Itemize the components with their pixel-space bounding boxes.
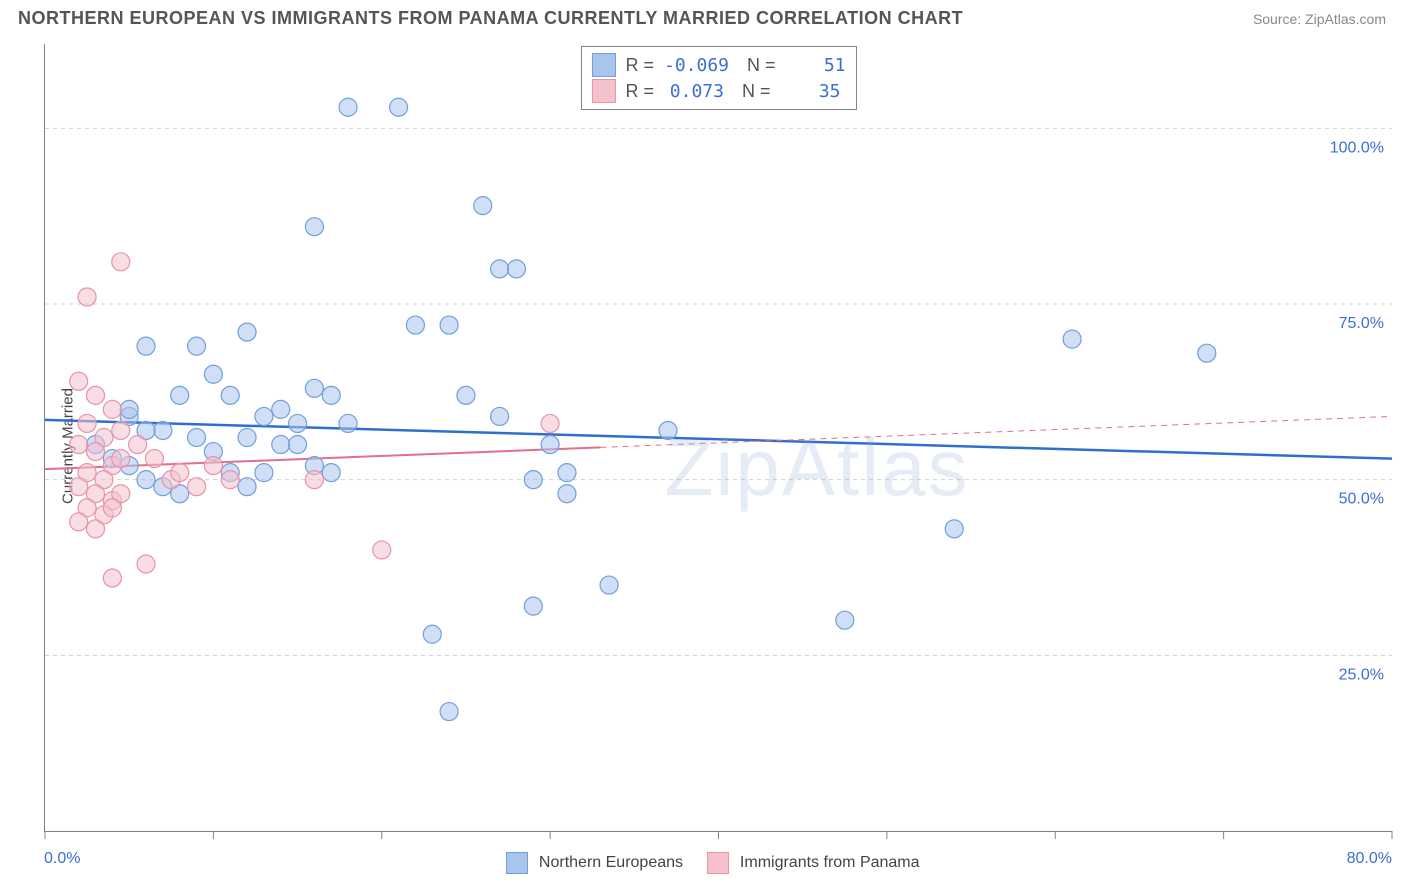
svg-text:75.0%: 75.0% [1339,315,1384,332]
chart-title: NORTHERN EUROPEAN VS IMMIGRANTS FROM PAN… [18,8,963,29]
swatch-series2 [707,852,729,874]
svg-text:100.0%: 100.0% [1330,139,1384,156]
stats-legend: R =-0.069 N =51 R =0.073 N =35 [580,46,856,110]
source-attribution: Source: ZipAtlas.com [1253,11,1386,27]
x-axis-min-label: 0.0% [44,850,80,868]
svg-text:50.0%: 50.0% [1339,491,1384,508]
swatch-series1 [506,852,528,874]
legend-label-series2: Immigrants from Panama [740,854,920,871]
stats-row-series1: R =-0.069 N =51 [591,53,845,77]
series-legend: Northern Europeans Immigrants from Panam… [0,852,1406,874]
x-axis-max-label: 80.0% [1347,850,1392,868]
scatter-chart: 25.0% 50.0% 75.0% 100.0% R =-0.069 N =51 R … [44,44,1392,832]
svg-text:25.0%: 25.0% [1339,666,1384,683]
legend-label-series1: Northern Europeans [539,854,683,871]
stats-row-series2: R =0.073 N =35 [591,79,845,103]
